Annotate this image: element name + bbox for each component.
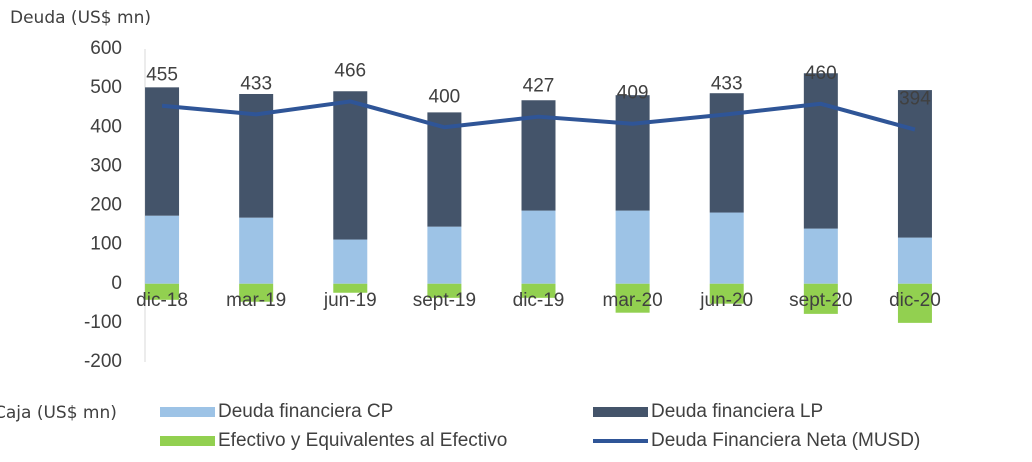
bar xyxy=(803,228,838,284)
bar xyxy=(333,239,368,284)
x-tick-label: dic-18 xyxy=(136,290,188,311)
y-axis-label-negative: Caja (US$ mn) xyxy=(0,403,117,423)
data-label: 433 xyxy=(240,73,272,94)
data-label: 455 xyxy=(146,65,178,86)
bar xyxy=(427,226,462,284)
data-label: 466 xyxy=(334,60,366,81)
y-tick-label: -100 xyxy=(84,312,122,333)
bar xyxy=(333,283,368,293)
bar xyxy=(897,283,932,323)
bar xyxy=(615,210,650,284)
bar xyxy=(239,217,274,284)
bar xyxy=(521,283,556,298)
bar xyxy=(145,215,180,284)
legend-swatch xyxy=(593,407,648,417)
y-tick-label: 0 xyxy=(111,273,122,294)
data-label: 433 xyxy=(711,73,743,94)
legend-swatch xyxy=(160,407,215,417)
data-label: 427 xyxy=(523,76,555,97)
bar xyxy=(239,283,274,302)
x-tick-label: mar-20 xyxy=(603,290,663,311)
bar xyxy=(897,237,932,284)
bar xyxy=(427,283,462,298)
legend-label: Deuda financiera LP xyxy=(651,401,823,422)
x-tick-label: mar-19 xyxy=(226,290,286,311)
y-axis-label: Deuda (US$ mn) xyxy=(10,8,151,28)
y-tick-label: 300 xyxy=(90,155,122,176)
bar xyxy=(145,283,180,300)
y-tick-label: 500 xyxy=(90,77,122,98)
y-tick-label: 100 xyxy=(90,234,122,255)
bar xyxy=(709,212,744,284)
legend-label: Deuda financiera CP xyxy=(218,401,393,422)
x-tick-label: dic-19 xyxy=(513,290,565,311)
bar xyxy=(521,210,556,284)
x-tick-label: dic-20 xyxy=(889,290,941,311)
legend-label: Deuda Financiera Neta (MUSD) xyxy=(651,430,920,451)
x-tick-label: jun-19 xyxy=(323,290,377,311)
y-tick-label: 600 xyxy=(90,38,122,59)
data-label: 400 xyxy=(429,86,461,107)
data-label: 394 xyxy=(899,89,931,110)
legend-label: Efectivo y Equivalentes al Efectivo xyxy=(218,430,507,451)
bar xyxy=(803,283,838,314)
x-tick-label: jun-20 xyxy=(699,290,753,311)
y-tick-label: -200 xyxy=(84,351,122,372)
bar xyxy=(333,91,368,240)
x-tick-label: sept-19 xyxy=(413,290,476,311)
legend-swatch xyxy=(160,436,215,446)
y-tick-label: 400 xyxy=(90,116,122,137)
x-tick-label: sept-20 xyxy=(789,290,852,311)
line xyxy=(161,99,916,132)
bar xyxy=(803,73,838,229)
data-label: 409 xyxy=(617,83,649,104)
bar xyxy=(427,112,462,227)
bar xyxy=(709,283,744,304)
bar xyxy=(615,283,650,313)
bar xyxy=(897,90,932,238)
y-tick-label: 200 xyxy=(90,195,122,216)
bar xyxy=(615,95,650,211)
data-label: 460 xyxy=(805,63,837,84)
